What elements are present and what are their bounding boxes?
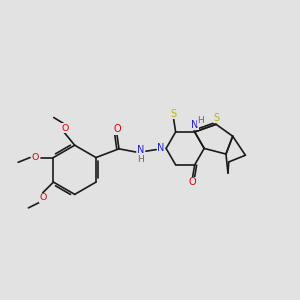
Text: O: O [61,124,68,133]
Text: O: O [189,177,196,187]
Text: O: O [31,153,38,162]
Text: N: N [137,146,145,155]
Text: O: O [113,124,121,134]
Text: S: S [171,109,177,119]
Text: S: S [213,113,220,123]
Text: H: H [137,154,144,164]
Text: N: N [157,143,165,153]
Text: H: H [197,116,204,125]
Text: N: N [191,120,198,130]
Text: O: O [40,193,47,202]
